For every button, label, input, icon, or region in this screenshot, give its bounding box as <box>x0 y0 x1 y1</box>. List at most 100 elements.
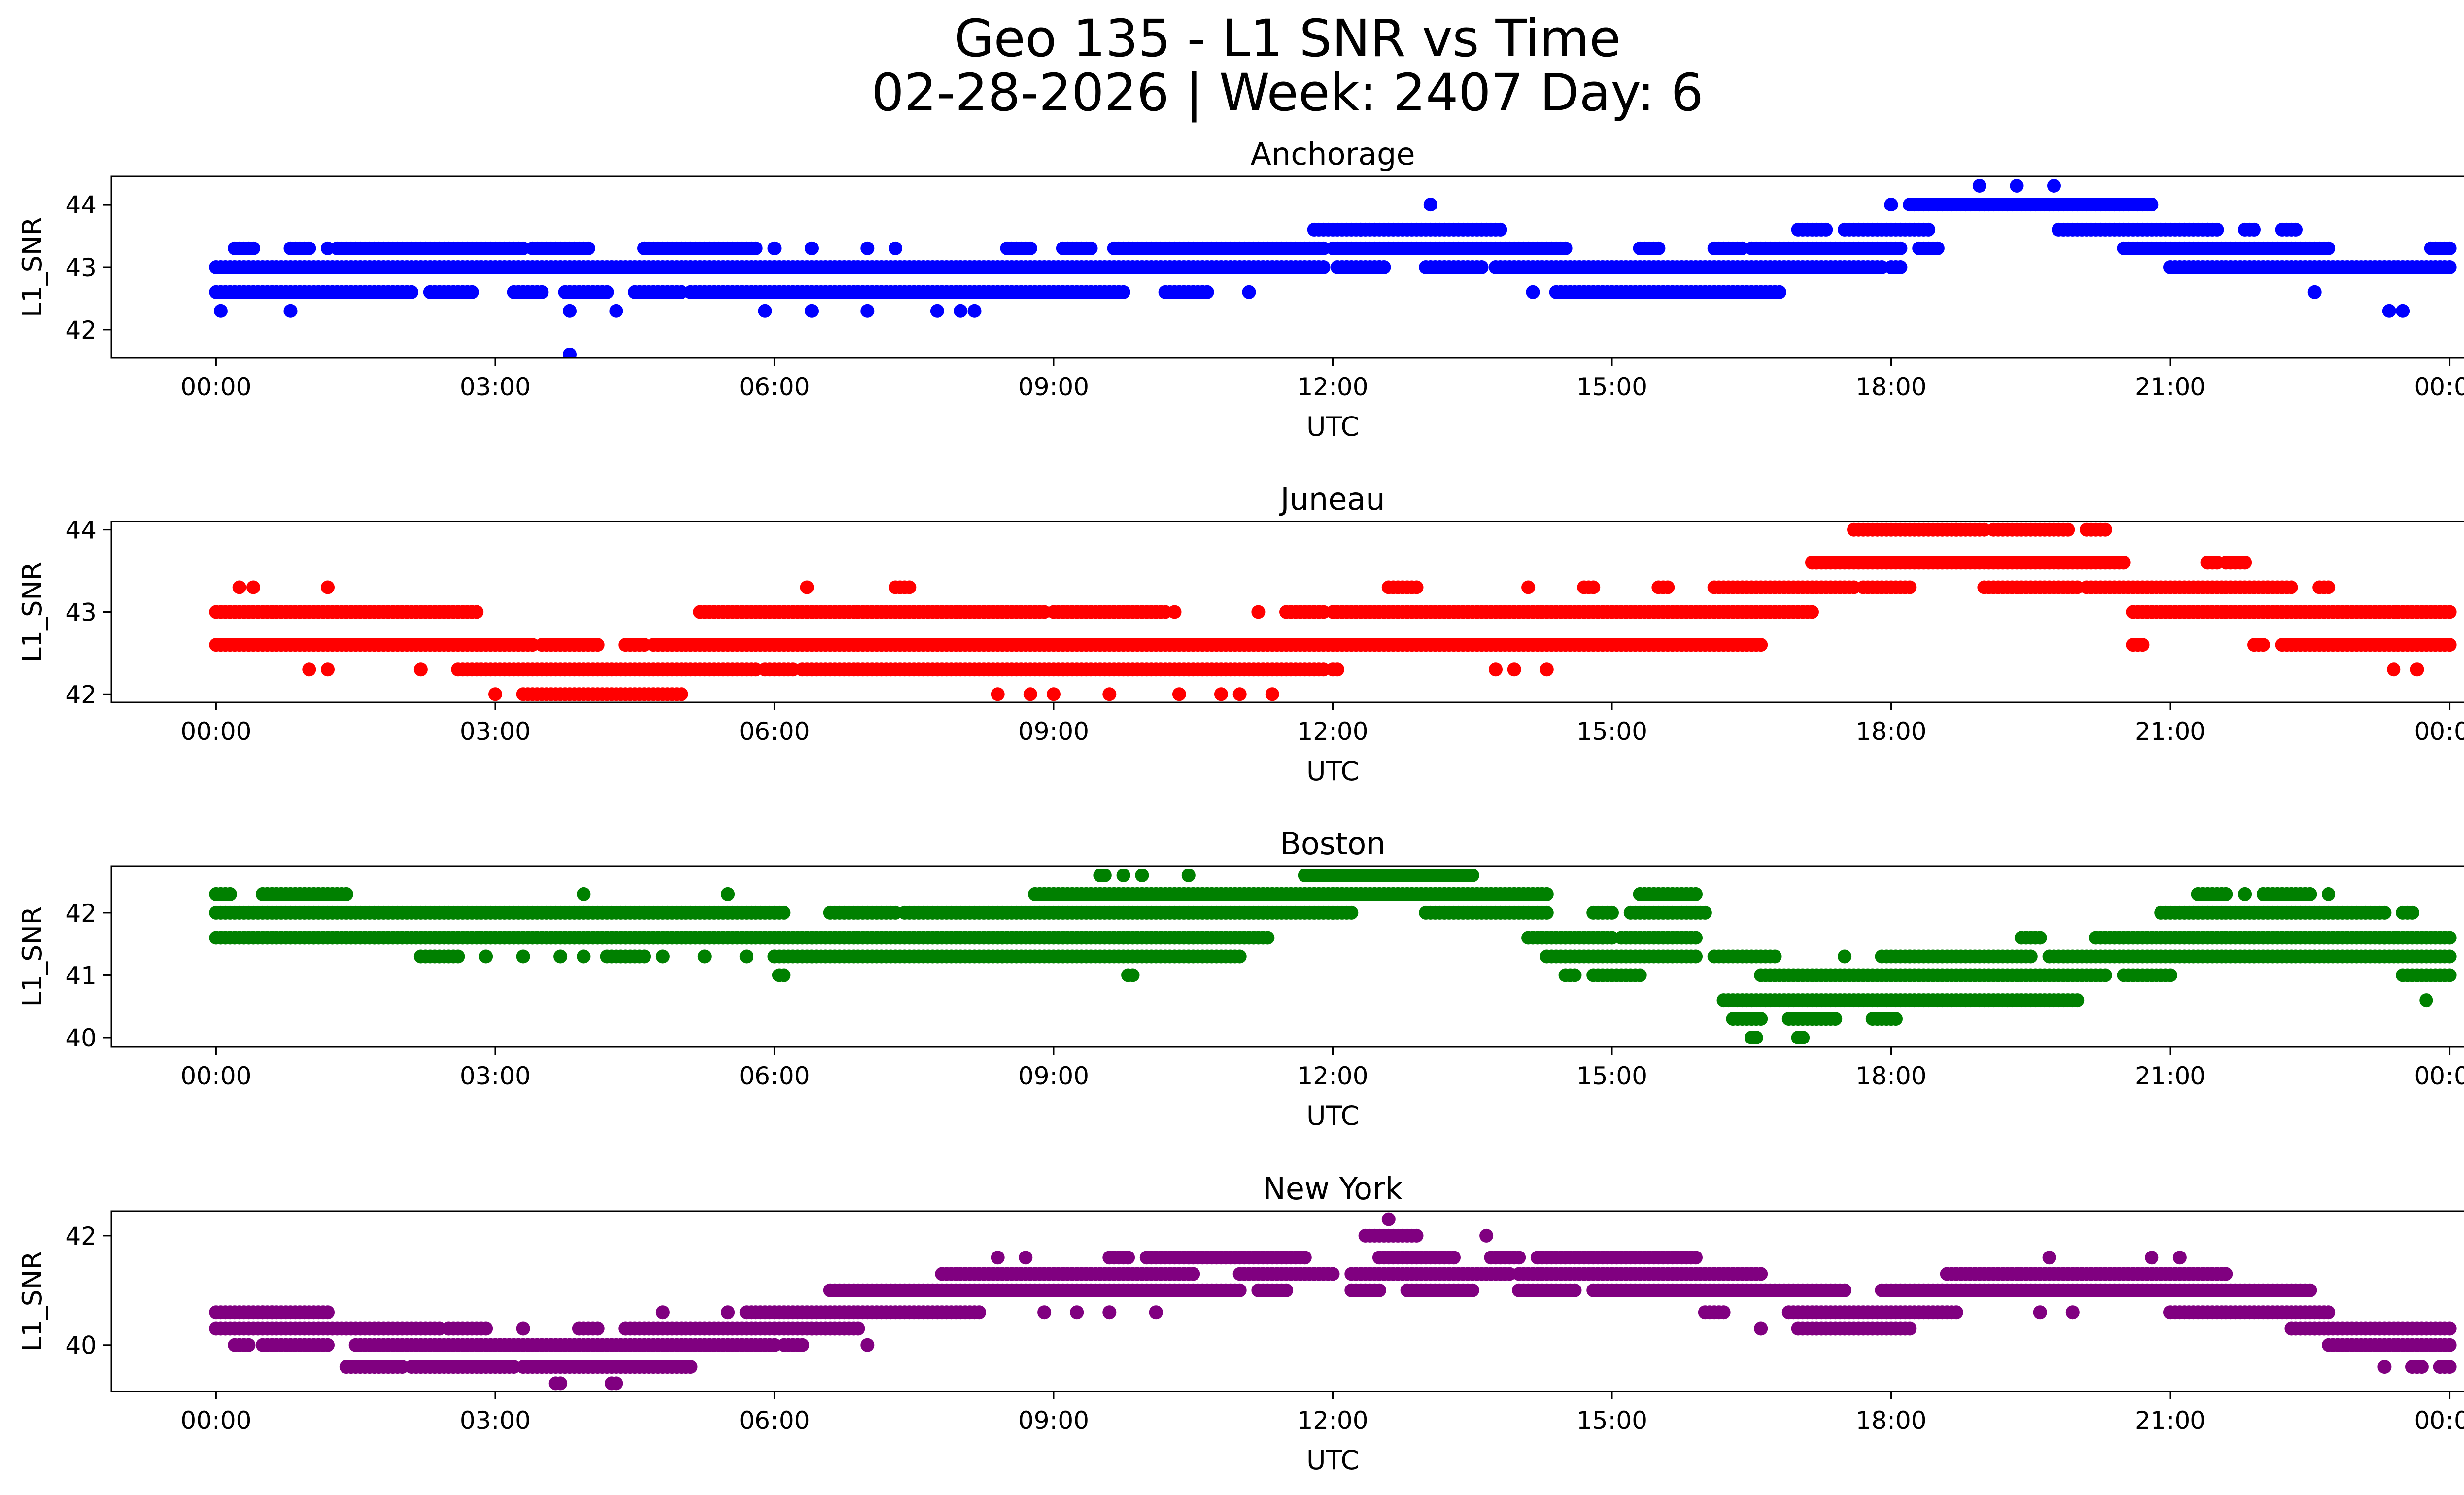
data-point <box>637 949 651 964</box>
y-tick-label: 42 <box>65 316 97 345</box>
data-point <box>655 949 670 964</box>
x-tick-label: 15:00 <box>1576 717 1647 746</box>
data-point <box>2442 968 2457 982</box>
data-point <box>1893 260 1908 274</box>
data-point <box>1596 931 1610 945</box>
data-point <box>954 304 968 318</box>
data-point <box>2387 662 2401 677</box>
x-tick-label: 06:00 <box>739 717 810 746</box>
data-point <box>1116 869 1130 882</box>
data-point <box>302 662 316 677</box>
data-point <box>1512 1251 1526 1265</box>
data-point <box>758 304 772 318</box>
x-tick-label: 18:00 <box>1855 717 1926 746</box>
x-tick-label: 09:00 <box>1018 373 1089 401</box>
data-point <box>2238 556 2252 570</box>
data-point <box>1903 949 1917 964</box>
data-point <box>1330 662 1344 677</box>
data-point <box>516 949 530 964</box>
data-point <box>2303 887 2317 901</box>
x-tick-label: 21:00 <box>2135 1062 2206 1090</box>
data-point <box>488 687 502 701</box>
data-point <box>1279 605 1294 619</box>
data-point <box>1805 605 1819 619</box>
data-point <box>2200 222 2215 237</box>
data-point <box>1930 241 1945 255</box>
data-point <box>1316 260 1331 274</box>
data-point <box>777 905 791 920</box>
data-point <box>577 887 591 901</box>
y-tick-label: 42 <box>65 899 97 928</box>
data-point <box>795 1338 810 1352</box>
x-tick-label: 00:00 <box>2414 373 2464 401</box>
data-point <box>1754 1267 1768 1281</box>
data-point <box>241 1338 256 1352</box>
data-point <box>1749 1031 1763 1044</box>
data-point <box>321 662 335 677</box>
data-point <box>1167 605 1182 619</box>
data-point <box>1526 285 1540 299</box>
data-point <box>2289 222 2303 237</box>
data-point <box>1372 260 1386 274</box>
data-point <box>1768 949 1782 964</box>
data-point <box>1540 662 1554 677</box>
data-point <box>232 580 246 594</box>
data-point <box>991 687 1005 701</box>
data-point <box>1754 1012 1768 1026</box>
data-point <box>1265 687 1279 701</box>
data-point <box>2410 662 2424 677</box>
x-tick-label: 06:00 <box>739 373 810 401</box>
data-point <box>1423 198 1437 212</box>
data-point <box>2247 222 2261 237</box>
data-point <box>749 241 763 255</box>
data-point <box>2322 580 2336 594</box>
x-axis-label: UTC <box>1306 756 1359 787</box>
x-tick-label: 15:00 <box>1576 373 1647 401</box>
data-point <box>1409 580 1424 594</box>
y-axis-label: L1_SNR <box>17 562 48 662</box>
data-point <box>1828 1012 1843 1026</box>
data-point <box>637 241 651 255</box>
data-point <box>2047 179 2061 193</box>
data-point <box>1447 1251 1461 1265</box>
data-point <box>1772 285 1786 299</box>
data-point <box>2145 198 2159 212</box>
data-point <box>2442 638 2457 652</box>
data-point <box>1838 949 1852 964</box>
y-axis-label: L1_SNR <box>17 906 48 1007</box>
data-point <box>413 662 428 677</box>
data-point <box>2284 580 2298 594</box>
data-point <box>1335 605 1349 619</box>
data-point <box>1568 1283 1582 1297</box>
x-tick-label: 21:00 <box>2135 373 2206 401</box>
x-tick-label: 15:00 <box>1576 1062 1647 1090</box>
data-point <box>590 1321 605 1336</box>
x-tick-label: 03:00 <box>460 717 531 746</box>
scatter-points <box>209 869 2457 1044</box>
data-point <box>2070 993 2085 1008</box>
data-point <box>465 285 479 299</box>
data-point <box>2163 968 2177 982</box>
data-point <box>1121 1251 1135 1265</box>
data-point <box>321 1305 335 1320</box>
data-point <box>889 241 902 255</box>
data-point <box>860 241 875 255</box>
data-point <box>590 638 605 652</box>
y-tick-label: 43 <box>65 253 97 282</box>
data-point <box>851 1321 865 1336</box>
data-point <box>302 241 316 255</box>
data-point <box>967 304 982 318</box>
data-point <box>2442 605 2457 619</box>
data-point <box>1689 887 1703 901</box>
x-axis-label: UTC <box>1306 411 1359 442</box>
data-point <box>1540 887 1554 901</box>
data-point <box>1232 949 1247 964</box>
data-point <box>563 304 577 318</box>
data-point <box>246 580 260 594</box>
data-point <box>1172 687 1186 701</box>
data-point <box>1232 1283 1247 1297</box>
data-point <box>1903 580 1917 594</box>
data-point <box>1633 968 1647 982</box>
data-point <box>674 687 688 701</box>
